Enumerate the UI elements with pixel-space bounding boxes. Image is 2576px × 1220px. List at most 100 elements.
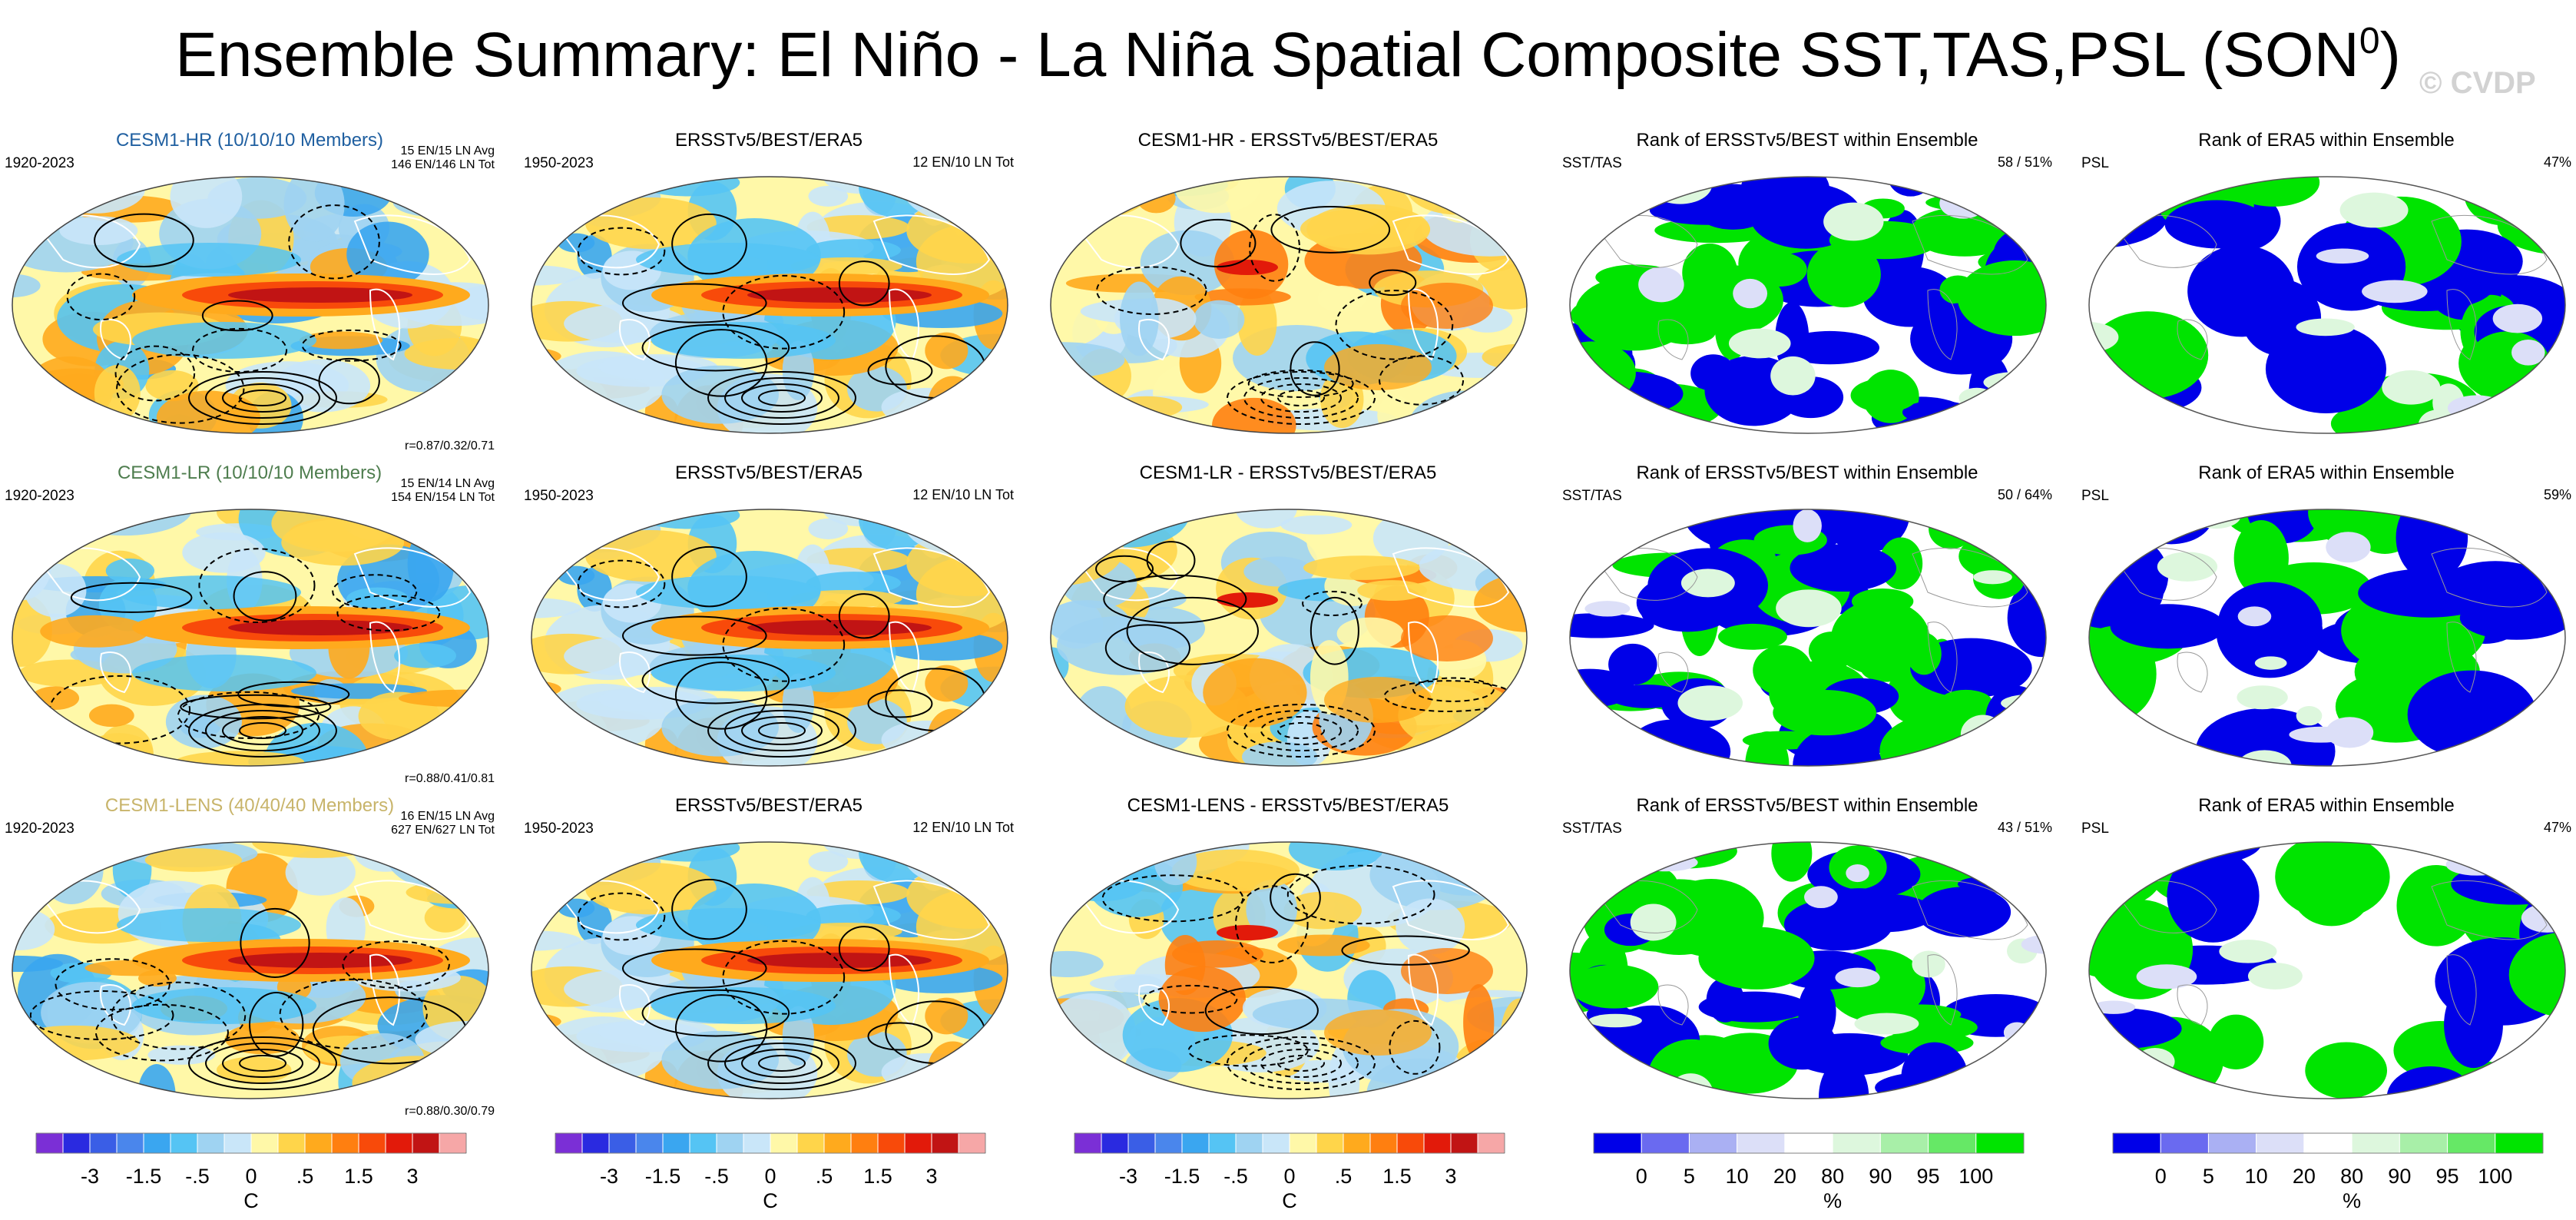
colorbar-tick-label: .5 xyxy=(1335,1165,1353,1188)
rank-high-region xyxy=(2022,842,2046,869)
psl-contour xyxy=(1143,984,1238,1014)
colorbar-tick-label: 0 xyxy=(245,1165,257,1188)
coastline xyxy=(1912,214,2028,275)
rank-high-region xyxy=(1671,264,1783,336)
anomaly-blob xyxy=(1508,678,1527,734)
colorbar-swatch xyxy=(197,1132,225,1154)
colorbar-rank-1: 0 5 10 20 80 90 95 100% xyxy=(1590,1129,2028,1214)
panel-obs-2: ERSSTv5/BEST/ERA5 1950-2023 12 EN/10 LN … xyxy=(519,462,1018,792)
psl-contour xyxy=(867,1022,933,1051)
anomaly-blob xyxy=(1246,880,1298,939)
map-rank-psl xyxy=(2086,508,2568,767)
rank-high-region xyxy=(2021,842,2046,859)
map-outline xyxy=(12,841,489,1099)
panel-obs-1: ERSSTv5/BEST/ERA5 1950-2023 12 EN/10 LN … xyxy=(519,129,1018,459)
event-counts: 15 EN/14 LN Avg 154 EN/154 LN Tot xyxy=(391,477,495,504)
south-pacific-cool xyxy=(132,987,316,1024)
colorbar-tick-label: -3 xyxy=(81,1165,99,1188)
psl-contour xyxy=(724,710,839,751)
rank-percent: 47% xyxy=(2543,154,2571,170)
coastline xyxy=(1927,622,1958,693)
anomaly-blob xyxy=(1074,182,1117,211)
rank-high-region xyxy=(2233,520,2289,596)
rank-high-region xyxy=(2290,854,2372,927)
psl-contour xyxy=(1290,341,1340,396)
map-obs xyxy=(528,508,1011,767)
psl-contour xyxy=(1335,290,1454,360)
colorbar-swatch xyxy=(2207,1132,2257,1154)
anomaly-blob xyxy=(1500,687,1527,741)
coastline xyxy=(100,984,132,1026)
psl-contour xyxy=(222,383,303,413)
anomaly-blob xyxy=(915,842,1008,868)
anomaly-blob xyxy=(531,740,567,757)
rank-low-region xyxy=(2012,395,2046,418)
psl-contour xyxy=(1247,369,1354,398)
rank-mid-region xyxy=(1776,589,1842,628)
anomaly-blob xyxy=(531,265,581,286)
rank-mid-region xyxy=(2136,964,2197,990)
anomaly-blob xyxy=(1452,1039,1525,1099)
anomaly-blob xyxy=(808,850,849,872)
psl-contour xyxy=(671,545,747,608)
psl-contour xyxy=(867,689,933,718)
colorbar-tick-label: 20 xyxy=(1773,1165,1796,1188)
anomaly-blob xyxy=(661,365,780,424)
colorbar-unit-label: % xyxy=(1823,1189,1842,1212)
psl-contour xyxy=(191,327,288,373)
anomaly-blob xyxy=(1430,408,1527,433)
coastline xyxy=(872,880,991,940)
anomaly-blob xyxy=(661,1030,780,1089)
map-outline xyxy=(531,509,1008,767)
rank-high-region xyxy=(2330,399,2455,433)
psl-contour xyxy=(1243,710,1359,751)
colorbar-unit-label: % xyxy=(2343,1189,2361,1212)
rank-mid-region xyxy=(1804,886,1838,909)
psl-contour xyxy=(94,213,194,267)
psl-contour xyxy=(741,716,823,745)
anomaly-blob xyxy=(881,387,973,426)
psl-contour xyxy=(188,704,337,758)
psl-contour xyxy=(707,704,856,758)
anomaly-blob xyxy=(928,708,978,764)
rank-low-region xyxy=(2089,1008,2182,1049)
rank-mid-region xyxy=(1846,864,1869,883)
anomaly-blob xyxy=(1377,395,1413,433)
anomaly-blob xyxy=(271,509,398,552)
rank-mid-region xyxy=(1624,510,1652,535)
rank-high-region xyxy=(1698,927,1815,990)
psl-contour xyxy=(724,377,839,419)
colorbar-unit-label: C xyxy=(243,1189,259,1212)
colorbar-swatch xyxy=(1208,1132,1237,1154)
south-pacific-cool xyxy=(132,322,316,359)
psl-contour xyxy=(1379,355,1465,406)
psl-contour xyxy=(724,1043,839,1084)
colorbar-tick-label: 100 xyxy=(1958,1165,1993,1188)
colorbar-tick-label: 5 xyxy=(2203,1165,2214,1188)
panel-title: ERSSTv5/BEST/ERA5 xyxy=(674,795,863,816)
rank-low-region xyxy=(1693,184,1773,230)
anomaly-blob xyxy=(1288,842,1384,871)
panel-title: Rank of ERSSTv5/BEST within Ensemble xyxy=(1636,130,1978,151)
colorbar-tick-label: 10 xyxy=(1726,1165,1749,1188)
colorbar-tick-label: -3 xyxy=(600,1165,618,1188)
colorbar-temperature-1: -3 -1.5 -.5 0 .5 1.5 3 C xyxy=(32,1129,470,1214)
colorbar-swatch xyxy=(796,1132,825,1154)
psl-contour xyxy=(867,356,933,386)
anomaly-blob xyxy=(1194,300,1245,339)
anomaly-blob xyxy=(1051,854,1107,888)
enso-tongue-core xyxy=(747,620,932,635)
south-pacific-cool xyxy=(651,987,836,1024)
psl-contour xyxy=(1227,1036,1376,1090)
psl-contour xyxy=(111,981,247,1050)
rank-high-region xyxy=(1806,241,1881,308)
psl-contour xyxy=(1243,377,1359,419)
psl-contour xyxy=(1260,1049,1342,1078)
panel-rank-psl-hr: Rank of ERA5 within Ensemble PSL 47% xyxy=(2077,129,2576,459)
rank-high-region xyxy=(2467,331,2550,396)
psl-contour xyxy=(1412,677,1495,702)
rank-mid-region xyxy=(1904,509,1956,518)
anomaly-blob xyxy=(1243,556,1313,587)
colorbar-swatch xyxy=(608,1132,637,1154)
map-ensemble xyxy=(9,840,492,1100)
